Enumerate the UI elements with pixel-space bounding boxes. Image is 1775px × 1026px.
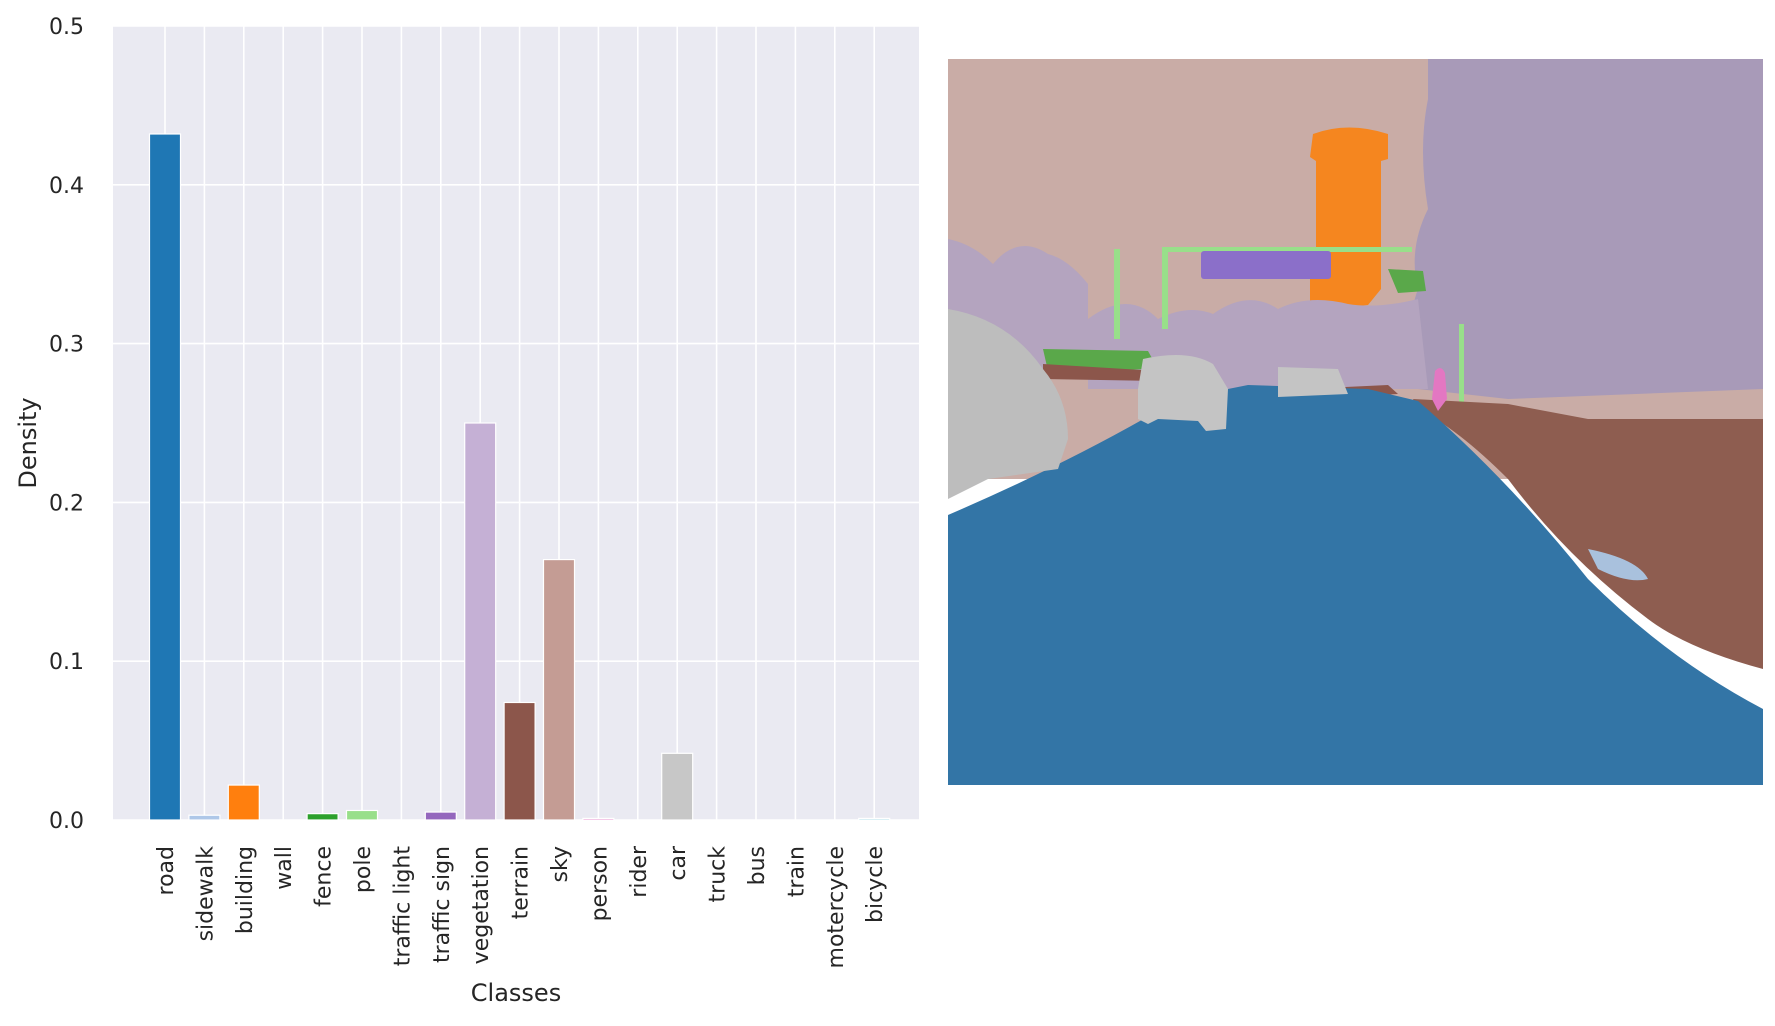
person xyxy=(1432,367,1447,411)
bar-building xyxy=(227,784,260,821)
vegetation-right xyxy=(1410,59,1763,399)
pole-3 xyxy=(1459,324,1464,404)
y-tick-label: 0.2 xyxy=(49,491,84,516)
pole-bar xyxy=(1162,247,1412,252)
road-region xyxy=(948,385,1763,785)
x-tick-label: traffic light xyxy=(390,846,415,967)
plot-area xyxy=(113,26,919,820)
segmentation-overlay-image xyxy=(948,59,1763,785)
x-tick-label: vegetation xyxy=(469,846,494,964)
terrain-right xyxy=(1413,399,1763,669)
y-tick-label: 0.5 xyxy=(49,15,84,40)
car-far xyxy=(1278,367,1348,397)
bar-bicycle xyxy=(858,817,891,821)
fence-right xyxy=(1388,269,1426,293)
x-tick-label: road xyxy=(154,846,179,895)
y-tick-label: 0.3 xyxy=(49,333,84,358)
y-axis-title: Density xyxy=(14,397,42,488)
x-tick-label: bus xyxy=(745,846,770,885)
pole-1 xyxy=(1114,249,1120,339)
bar-sky xyxy=(542,558,576,821)
x-tick-label: sidewalk xyxy=(193,846,218,942)
y-tick-label: 0.1 xyxy=(49,650,84,675)
y-gridlines xyxy=(113,25,919,821)
bar-sidewalk xyxy=(188,814,221,821)
terrain-left xyxy=(1043,364,1158,381)
bar-terrain xyxy=(503,701,536,821)
bar-fence xyxy=(306,813,339,821)
y-tick-labels: 0.0 0.1 0.2 0.3 0.4 0.5 xyxy=(49,15,84,834)
traffic-sign xyxy=(1201,251,1331,279)
car-left xyxy=(948,309,1068,499)
bar-traffic-sign xyxy=(424,811,457,821)
bar-car xyxy=(661,752,694,821)
car-middle xyxy=(1138,355,1228,431)
x-tick-label: car xyxy=(666,845,691,881)
x-tick-label: rider xyxy=(627,845,652,898)
x-tick-label: train xyxy=(784,846,809,897)
pole-2 xyxy=(1162,249,1168,329)
x-tick-label: sky xyxy=(548,846,573,882)
bar-pole xyxy=(345,809,379,821)
x-tick-label: terrain xyxy=(509,846,534,919)
x-tick-label: pole xyxy=(351,846,376,893)
bar-person xyxy=(582,817,615,821)
x-tick-label: building xyxy=(233,846,258,934)
x-tick-label: truck xyxy=(706,846,731,903)
x-tick-label: motercycle xyxy=(824,846,849,968)
x-tick-label: wall xyxy=(272,846,297,890)
x-axis-title: Classes xyxy=(471,979,561,1007)
bar-road xyxy=(148,133,182,821)
x-tick-label: fence xyxy=(312,846,337,907)
x-tick-labels: road sidewalk building wall fence pole traffic… xyxy=(154,845,888,968)
x-tick-label: person xyxy=(587,846,612,921)
x-gridlines xyxy=(164,26,876,820)
y-tick-label: 0.0 xyxy=(49,809,84,834)
x-tick-label: bicycle xyxy=(863,846,888,923)
fence-strip xyxy=(1043,349,1158,371)
bar-vegetation xyxy=(464,422,497,821)
y-tick-label: 0.4 xyxy=(49,174,84,199)
bars xyxy=(148,133,891,821)
x-tick-label: traffic sign xyxy=(430,846,455,963)
sidewalk-patch xyxy=(1588,549,1648,581)
density-bar-chart: 0.0 0.1 0.2 0.3 0.4 0.5 road sidewalk building w… xyxy=(14,15,919,1007)
building-tower xyxy=(1310,127,1388,309)
